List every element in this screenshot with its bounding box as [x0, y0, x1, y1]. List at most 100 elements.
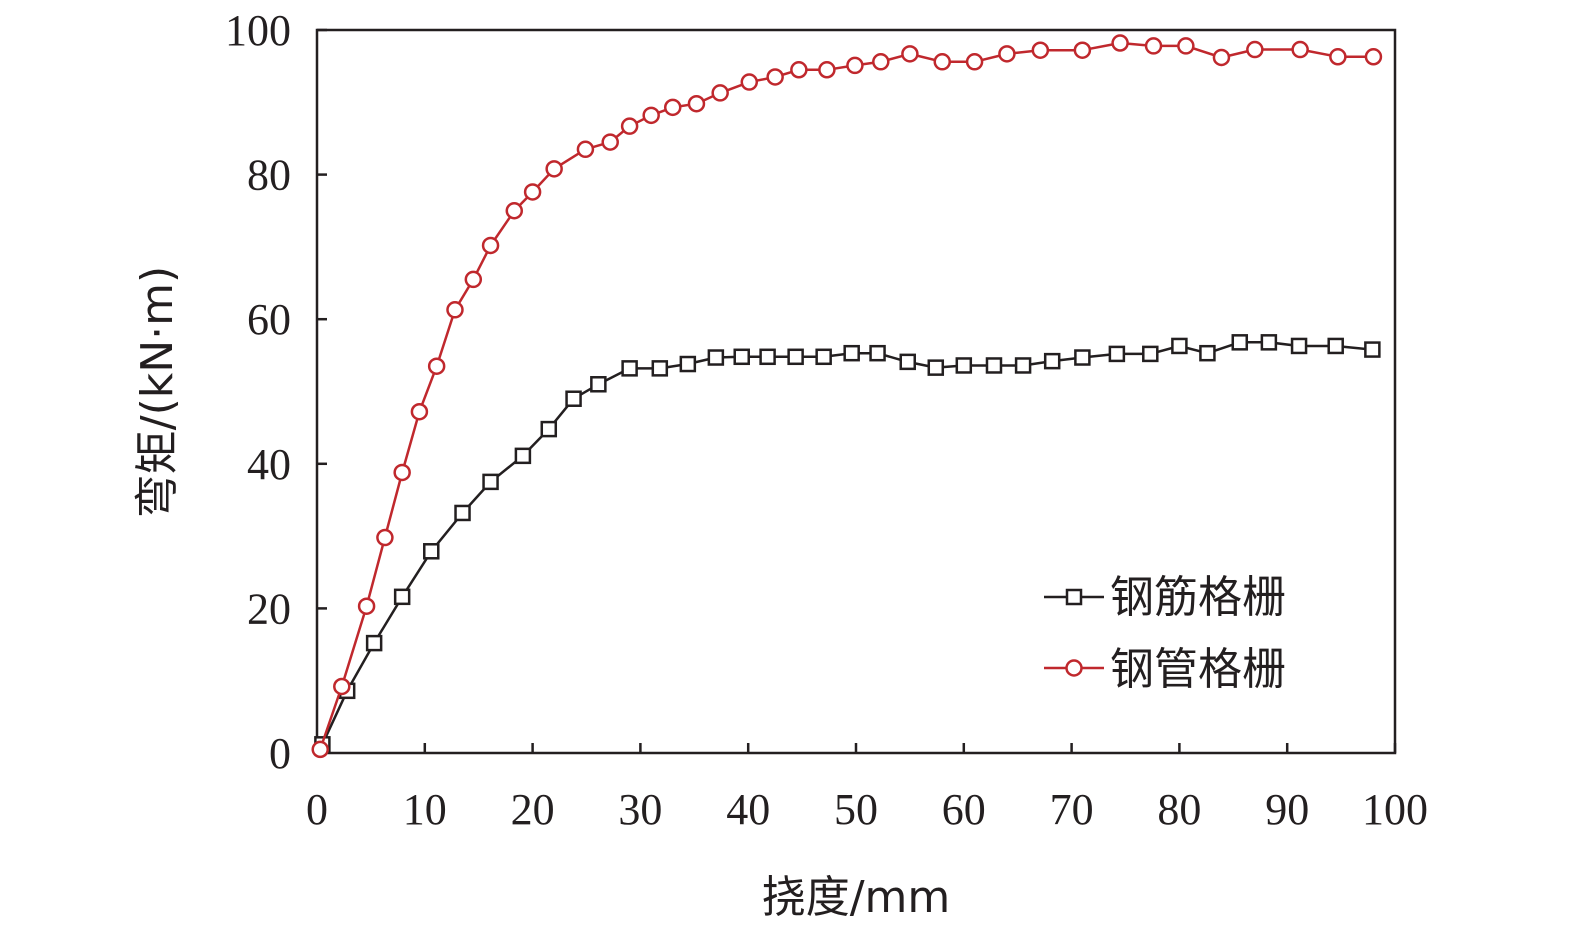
data-point — [846, 56, 864, 75]
data-point — [1043, 352, 1061, 370]
y-axis-title: 弯矩/(kN·m) — [132, 266, 183, 518]
data-point — [311, 740, 329, 759]
y-tick-label: 60 — [247, 295, 291, 344]
data-point — [1364, 48, 1383, 66]
data-point — [815, 348, 832, 366]
data-point — [998, 45, 1016, 63]
x-tick-label: 30 — [618, 785, 662, 834]
data-point — [523, 183, 542, 201]
data-point — [790, 61, 808, 79]
data-point — [766, 68, 784, 86]
data-point — [1177, 37, 1195, 55]
data-point — [454, 504, 471, 522]
x-tick-label: 60 — [942, 785, 986, 834]
data-point — [901, 45, 919, 63]
data-point — [663, 98, 682, 117]
data-point — [590, 376, 607, 393]
data-point — [393, 463, 411, 482]
data-point — [565, 390, 582, 407]
data-point — [514, 447, 532, 465]
data-point — [1108, 345, 1126, 363]
data-point — [955, 357, 973, 374]
y-tick-label: 0 — [269, 729, 291, 778]
data-point — [1329, 48, 1347, 66]
data-point — [843, 344, 860, 362]
data-point — [899, 353, 916, 371]
data-point — [679, 355, 697, 373]
data-point — [481, 236, 500, 255]
data-point — [787, 348, 804, 366]
x-tick-label: 0 — [306, 785, 328, 834]
data-point — [482, 473, 499, 491]
y-tick-label: 20 — [247, 584, 291, 633]
legend-marker-steel-tube — [1065, 659, 1083, 677]
data-point — [711, 84, 729, 102]
data-point — [540, 420, 558, 438]
x-tick-label: 20 — [511, 785, 555, 834]
legend-label-steel-tube: 钢管格栅 — [1110, 644, 1286, 695]
data-point — [1260, 334, 1278, 351]
data-point — [620, 117, 639, 135]
data-point — [376, 528, 394, 547]
data-point — [687, 94, 706, 113]
data-point — [333, 677, 351, 696]
data-point — [1364, 341, 1381, 358]
y-tick-label: 40 — [247, 440, 291, 489]
data-point — [357, 597, 376, 615]
series-line — [319, 41, 1374, 750]
data-point — [446, 301, 464, 319]
y-tick-label: 100 — [225, 6, 291, 55]
data-point — [410, 402, 429, 421]
data-point — [985, 357, 1003, 374]
data-point — [759, 348, 776, 366]
data-point — [1327, 337, 1344, 355]
data-point — [1171, 337, 1188, 355]
data-point — [1246, 40, 1264, 59]
data-point — [1014, 357, 1032, 374]
data-point — [1144, 37, 1163, 55]
legend: 钢筋格栅 钢管格栅 — [1044, 572, 1286, 695]
data-point — [1074, 349, 1091, 366]
data-point — [545, 160, 563, 178]
legend-item-steel-tube: 钢管格栅 — [1044, 644, 1286, 695]
data-point — [1142, 345, 1159, 363]
data-point — [393, 588, 411, 606]
data-point — [1073, 41, 1092, 59]
data-point — [576, 140, 595, 159]
legend-item-rebar: 钢筋格栅 — [1044, 572, 1286, 623]
data-point — [601, 133, 619, 151]
data-point — [423, 543, 440, 560]
y-axis: 0 20 40 60 80 100 — [225, 6, 327, 778]
data-point — [933, 53, 951, 71]
data-point — [505, 202, 524, 220]
x-tick-label: 40 — [726, 785, 770, 834]
data-point — [707, 349, 725, 366]
data-point — [1031, 41, 1050, 59]
data-point — [642, 106, 660, 125]
data-point — [927, 359, 945, 376]
data-point — [1212, 48, 1231, 67]
x-axis: 0 10 20 30 40 50 60 70 80 90 100 — [306, 743, 1428, 834]
x-tick-label: 70 — [1050, 785, 1094, 834]
x-tick-label: 100 — [1362, 785, 1428, 834]
data-point — [365, 634, 383, 652]
data-point — [1111, 34, 1129, 52]
y-tick-label: 80 — [247, 151, 291, 200]
x-axis-title: 挠度/mm — [762, 872, 951, 923]
data-point — [1291, 40, 1309, 59]
legend-marker-rebar — [1065, 588, 1083, 606]
data-point — [733, 348, 750, 366]
data-point — [1199, 344, 1216, 362]
data-point — [818, 61, 836, 79]
data-point — [965, 53, 984, 71]
legend-label-rebar: 钢筋格栅 — [1110, 572, 1286, 623]
data-point — [427, 357, 446, 375]
data-point — [621, 360, 638, 377]
data-point — [1231, 334, 1249, 351]
series-1 — [311, 34, 1383, 759]
data-point — [740, 73, 759, 91]
series-layer — [311, 34, 1383, 759]
x-tick-label: 90 — [1265, 785, 1309, 834]
data-point — [464, 270, 483, 289]
